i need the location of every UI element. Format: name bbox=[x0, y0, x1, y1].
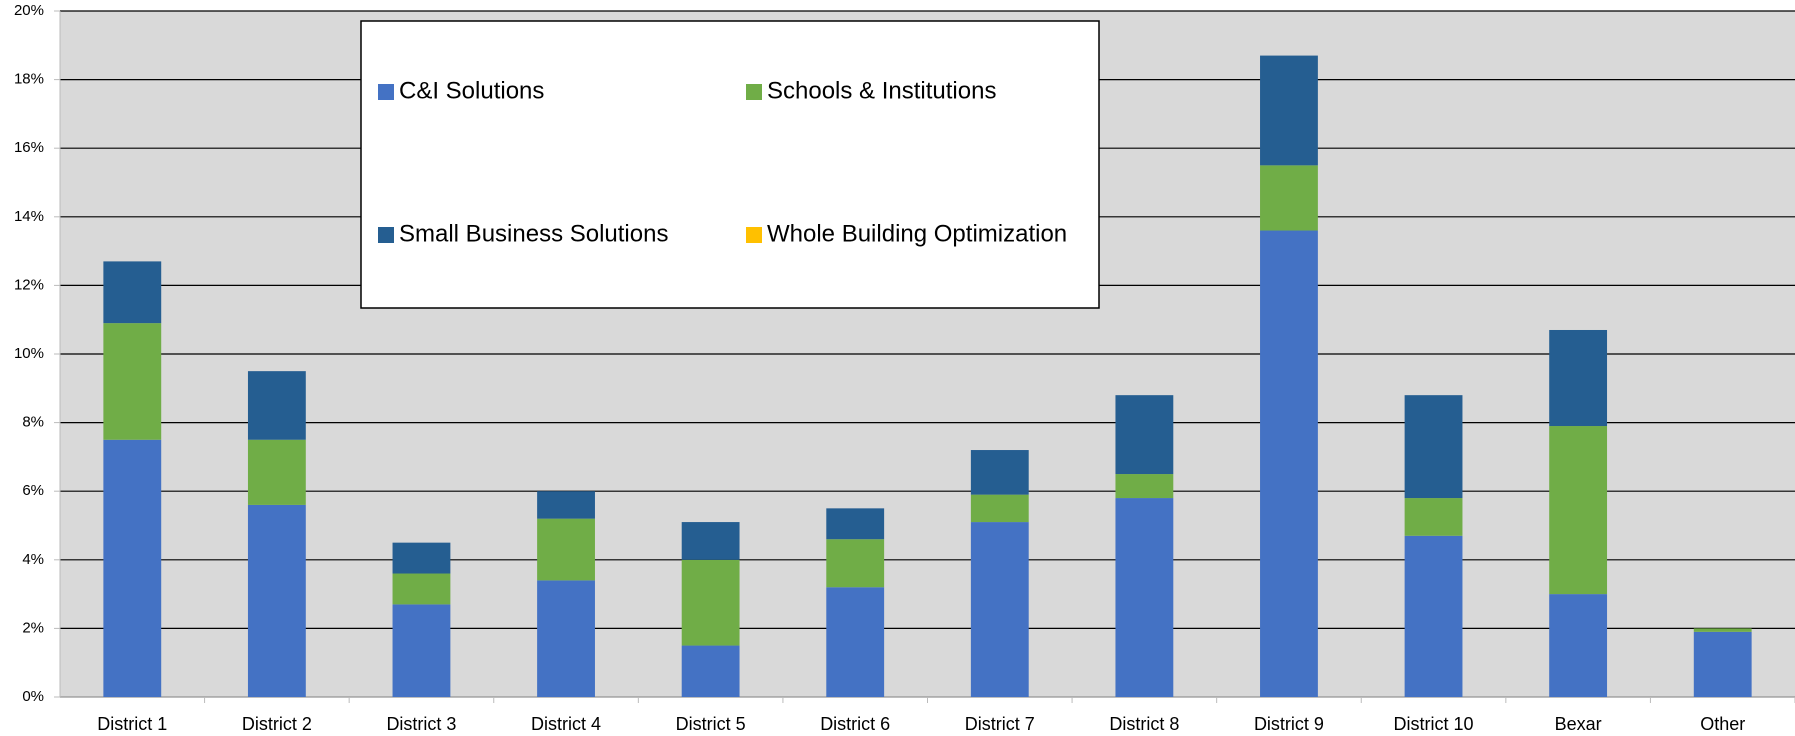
y-tick-label: 8% bbox=[22, 414, 44, 431]
y-tick-label: 0% bbox=[22, 688, 44, 705]
bar-segment bbox=[1115, 395, 1174, 475]
legend-swatch bbox=[378, 84, 394, 100]
bar-segment bbox=[1549, 594, 1608, 697]
x-tick-label: District 8 bbox=[1109, 714, 1179, 734]
x-tick-label: District 3 bbox=[386, 714, 456, 734]
legend-box bbox=[360, 20, 1100, 309]
bar-segment bbox=[392, 604, 451, 697]
bar-segment bbox=[681, 645, 740, 697]
bar-segment bbox=[247, 504, 306, 697]
bar-segment bbox=[826, 508, 885, 540]
x-tick-label: District 2 bbox=[242, 714, 312, 734]
bar-segment bbox=[1404, 395, 1463, 499]
x-tick-label: District 9 bbox=[1254, 714, 1324, 734]
x-tick-label: Other bbox=[1700, 714, 1745, 734]
bar-segment bbox=[392, 542, 451, 574]
bar-segment bbox=[826, 539, 885, 588]
x-tick-label: District 6 bbox=[820, 714, 890, 734]
bar-segment bbox=[1549, 329, 1608, 427]
y-tick-label: 12% bbox=[14, 276, 44, 293]
y-tick-label: 6% bbox=[22, 482, 44, 499]
y-tick-label: 14% bbox=[14, 208, 44, 225]
bar-segment bbox=[970, 494, 1029, 523]
bar-segment bbox=[1693, 628, 1752, 632]
x-tick-label: District 10 bbox=[1394, 714, 1474, 734]
bar-segment bbox=[1693, 631, 1752, 697]
bar-segment bbox=[681, 559, 740, 646]
bar-segment bbox=[1260, 55, 1318, 166]
bar-segment bbox=[392, 573, 451, 605]
legend-swatch bbox=[746, 84, 762, 100]
legend-swatch bbox=[746, 227, 762, 243]
bar-segment bbox=[1115, 474, 1174, 499]
bar-segment bbox=[1115, 498, 1174, 697]
legend-label: Small Business Solutions bbox=[399, 220, 668, 247]
x-tick-label: Bexar bbox=[1555, 714, 1602, 734]
y-tick-label: 2% bbox=[22, 619, 44, 636]
legend-label: Schools & Institutions bbox=[767, 77, 996, 104]
bar-segment bbox=[247, 439, 306, 505]
x-tick-label: District 4 bbox=[531, 714, 601, 734]
bar-segment bbox=[537, 580, 595, 697]
y-tick-label: 4% bbox=[22, 551, 44, 568]
legend-label: C&I Solutions bbox=[399, 77, 544, 104]
legend-label: Whole Building Optimization bbox=[767, 220, 1067, 247]
x-tick-label: District 5 bbox=[676, 714, 746, 734]
bar-segment bbox=[681, 522, 740, 560]
y-tick-label: 16% bbox=[14, 139, 44, 156]
y-tick-label: 10% bbox=[14, 345, 44, 362]
legend-swatch bbox=[378, 227, 394, 243]
y-tick-label: 20% bbox=[14, 2, 44, 19]
bar-segment bbox=[537, 491, 595, 519]
bar-segment bbox=[1260, 230, 1318, 697]
bar-segment bbox=[970, 450, 1029, 495]
bar-segment bbox=[1404, 498, 1463, 536]
bar-segment bbox=[103, 323, 162, 440]
bar-segment bbox=[247, 371, 306, 440]
y-tick-label: 18% bbox=[14, 71, 44, 88]
bar-segment bbox=[1404, 535, 1463, 697]
bar-segment bbox=[1549, 426, 1608, 595]
bar-segment bbox=[103, 261, 162, 324]
x-tick-label: District 7 bbox=[965, 714, 1035, 734]
x-tick-label: District 1 bbox=[97, 714, 167, 734]
bar-segment bbox=[826, 587, 885, 697]
bar-segment bbox=[1260, 165, 1318, 231]
bar-segment bbox=[103, 439, 162, 697]
bar-segment bbox=[970, 522, 1029, 697]
bar-segment bbox=[537, 518, 595, 581]
